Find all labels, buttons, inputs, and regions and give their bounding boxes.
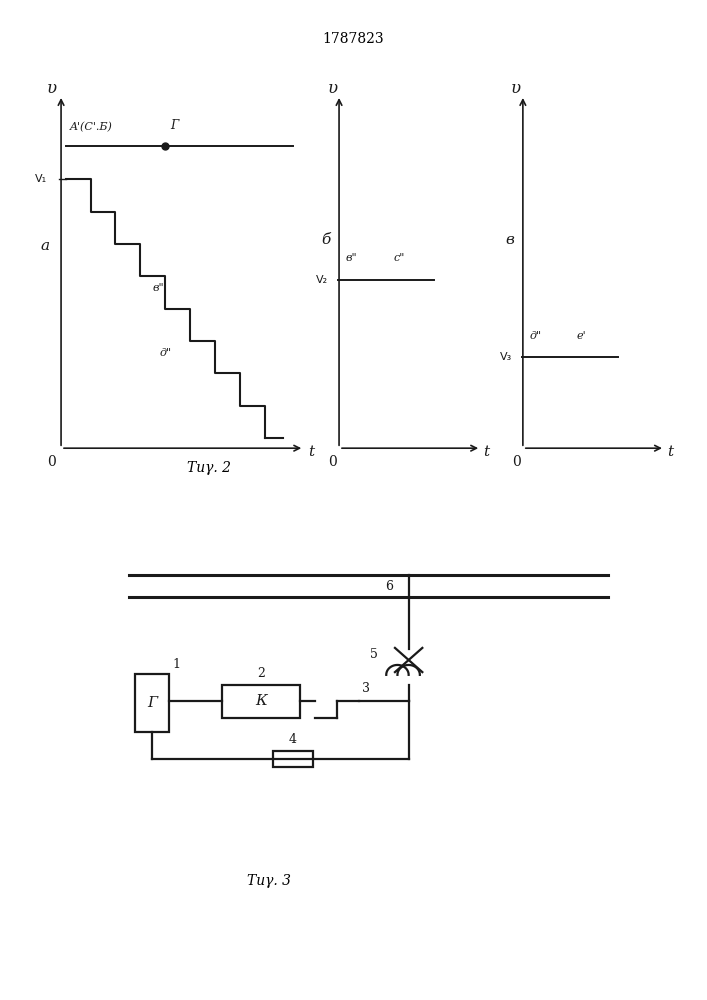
- Text: Τиγ. 3: Τиγ. 3: [247, 874, 291, 888]
- Text: в": в": [152, 283, 164, 293]
- Text: 0: 0: [328, 455, 337, 469]
- Text: υ: υ: [327, 80, 337, 97]
- Text: с": с": [393, 253, 404, 263]
- Text: 2: 2: [257, 667, 265, 680]
- Text: К: К: [255, 694, 267, 708]
- Text: Τиγ. 2: Τиγ. 2: [187, 461, 230, 475]
- Text: t: t: [484, 445, 489, 459]
- Text: д": д": [530, 331, 542, 341]
- Text: в": в": [346, 253, 358, 263]
- Text: υ: υ: [511, 80, 521, 97]
- Text: 1: 1: [173, 658, 180, 671]
- Text: 0: 0: [512, 455, 520, 469]
- Text: а: а: [40, 239, 49, 253]
- Text: t: t: [667, 445, 673, 459]
- Text: A'(С'.Б): A'(С'.Б): [70, 122, 113, 132]
- Bar: [222, 685, 300, 718]
- Text: 3: 3: [362, 682, 370, 695]
- Text: 4: 4: [288, 733, 297, 746]
- Bar: [135, 674, 169, 732]
- Text: 1787823: 1787823: [322, 32, 385, 46]
- Text: Г: Г: [170, 119, 178, 132]
- Text: д": д": [159, 348, 171, 358]
- Bar: [273, 751, 313, 767]
- Text: V₃: V₃: [500, 352, 512, 362]
- Text: Г: Г: [147, 696, 157, 710]
- Text: V₁: V₁: [35, 174, 47, 184]
- Text: V₂: V₂: [316, 275, 328, 285]
- Text: 6: 6: [385, 580, 393, 593]
- Text: 5: 5: [370, 648, 378, 661]
- Text: t: t: [308, 445, 314, 459]
- Text: υ: υ: [47, 80, 57, 97]
- Text: 0: 0: [47, 455, 56, 469]
- Text: в: в: [505, 233, 514, 247]
- Text: б: б: [321, 233, 330, 247]
- Text: е': е': [577, 331, 587, 341]
